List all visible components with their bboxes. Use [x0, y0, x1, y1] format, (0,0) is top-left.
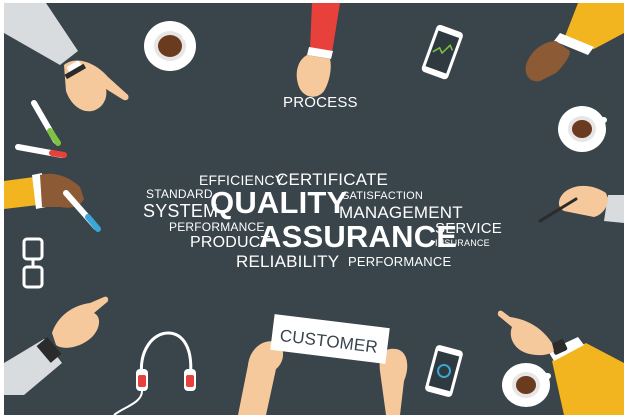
- coffee-cup-icon: [558, 106, 607, 152]
- left-hand-with-marker: [4, 173, 101, 232]
- word-system: SYSTEM: [143, 201, 219, 221]
- right-hand-with-pen: [538, 185, 624, 223]
- word-certificate: CERTIFICATE: [276, 170, 389, 189]
- word-standard: STANDARD: [146, 187, 213, 201]
- word-satisfaction: SATISFACTION: [342, 190, 424, 202]
- top-right-hand: [525, 3, 624, 82]
- coffee-cup-icon: [144, 21, 196, 71]
- smartphone-icon: [425, 345, 463, 397]
- bottom-right-hand: [497, 310, 624, 415]
- illustration-art: [4, 3, 624, 415]
- word-management: MANAGEMENT: [339, 203, 463, 222]
- word-efficiency: EFFICIENCY: [199, 172, 285, 188]
- headphones-icon: [113, 331, 196, 415]
- word-reliability: RELIABILITY: [236, 252, 340, 271]
- bottom-left-hand: [4, 296, 109, 395]
- pen-icon: [538, 197, 578, 223]
- coffee-cup-icon: [502, 363, 551, 407]
- word-service: SERVICE: [435, 220, 502, 237]
- word-insurance: INSURANCE: [435, 238, 490, 248]
- word-performance-left: PERFORMANCE: [169, 220, 265, 234]
- process-label: PROCESS: [283, 94, 358, 111]
- customer-sign-card: [270, 314, 390, 364]
- marker-icon: [15, 100, 67, 158]
- word-performance-bottom: PERFORMANCE: [348, 254, 452, 269]
- smartphone-icon: [421, 24, 463, 80]
- chalkboard-background: EFFICIENCY CERTIFICATE STANDARD SYSTEM Q…: [4, 3, 624, 415]
- word-quality: QUALITY: [210, 185, 348, 220]
- top-left-hand: [4, 3, 129, 112]
- word-assurance: ASSURANCE: [259, 219, 458, 254]
- customer-sign-hands: [238, 341, 408, 415]
- glasses-icon: [22, 237, 44, 289]
- word-product: PRODUCT: [190, 234, 271, 251]
- top-center-hand: [296, 3, 340, 97]
